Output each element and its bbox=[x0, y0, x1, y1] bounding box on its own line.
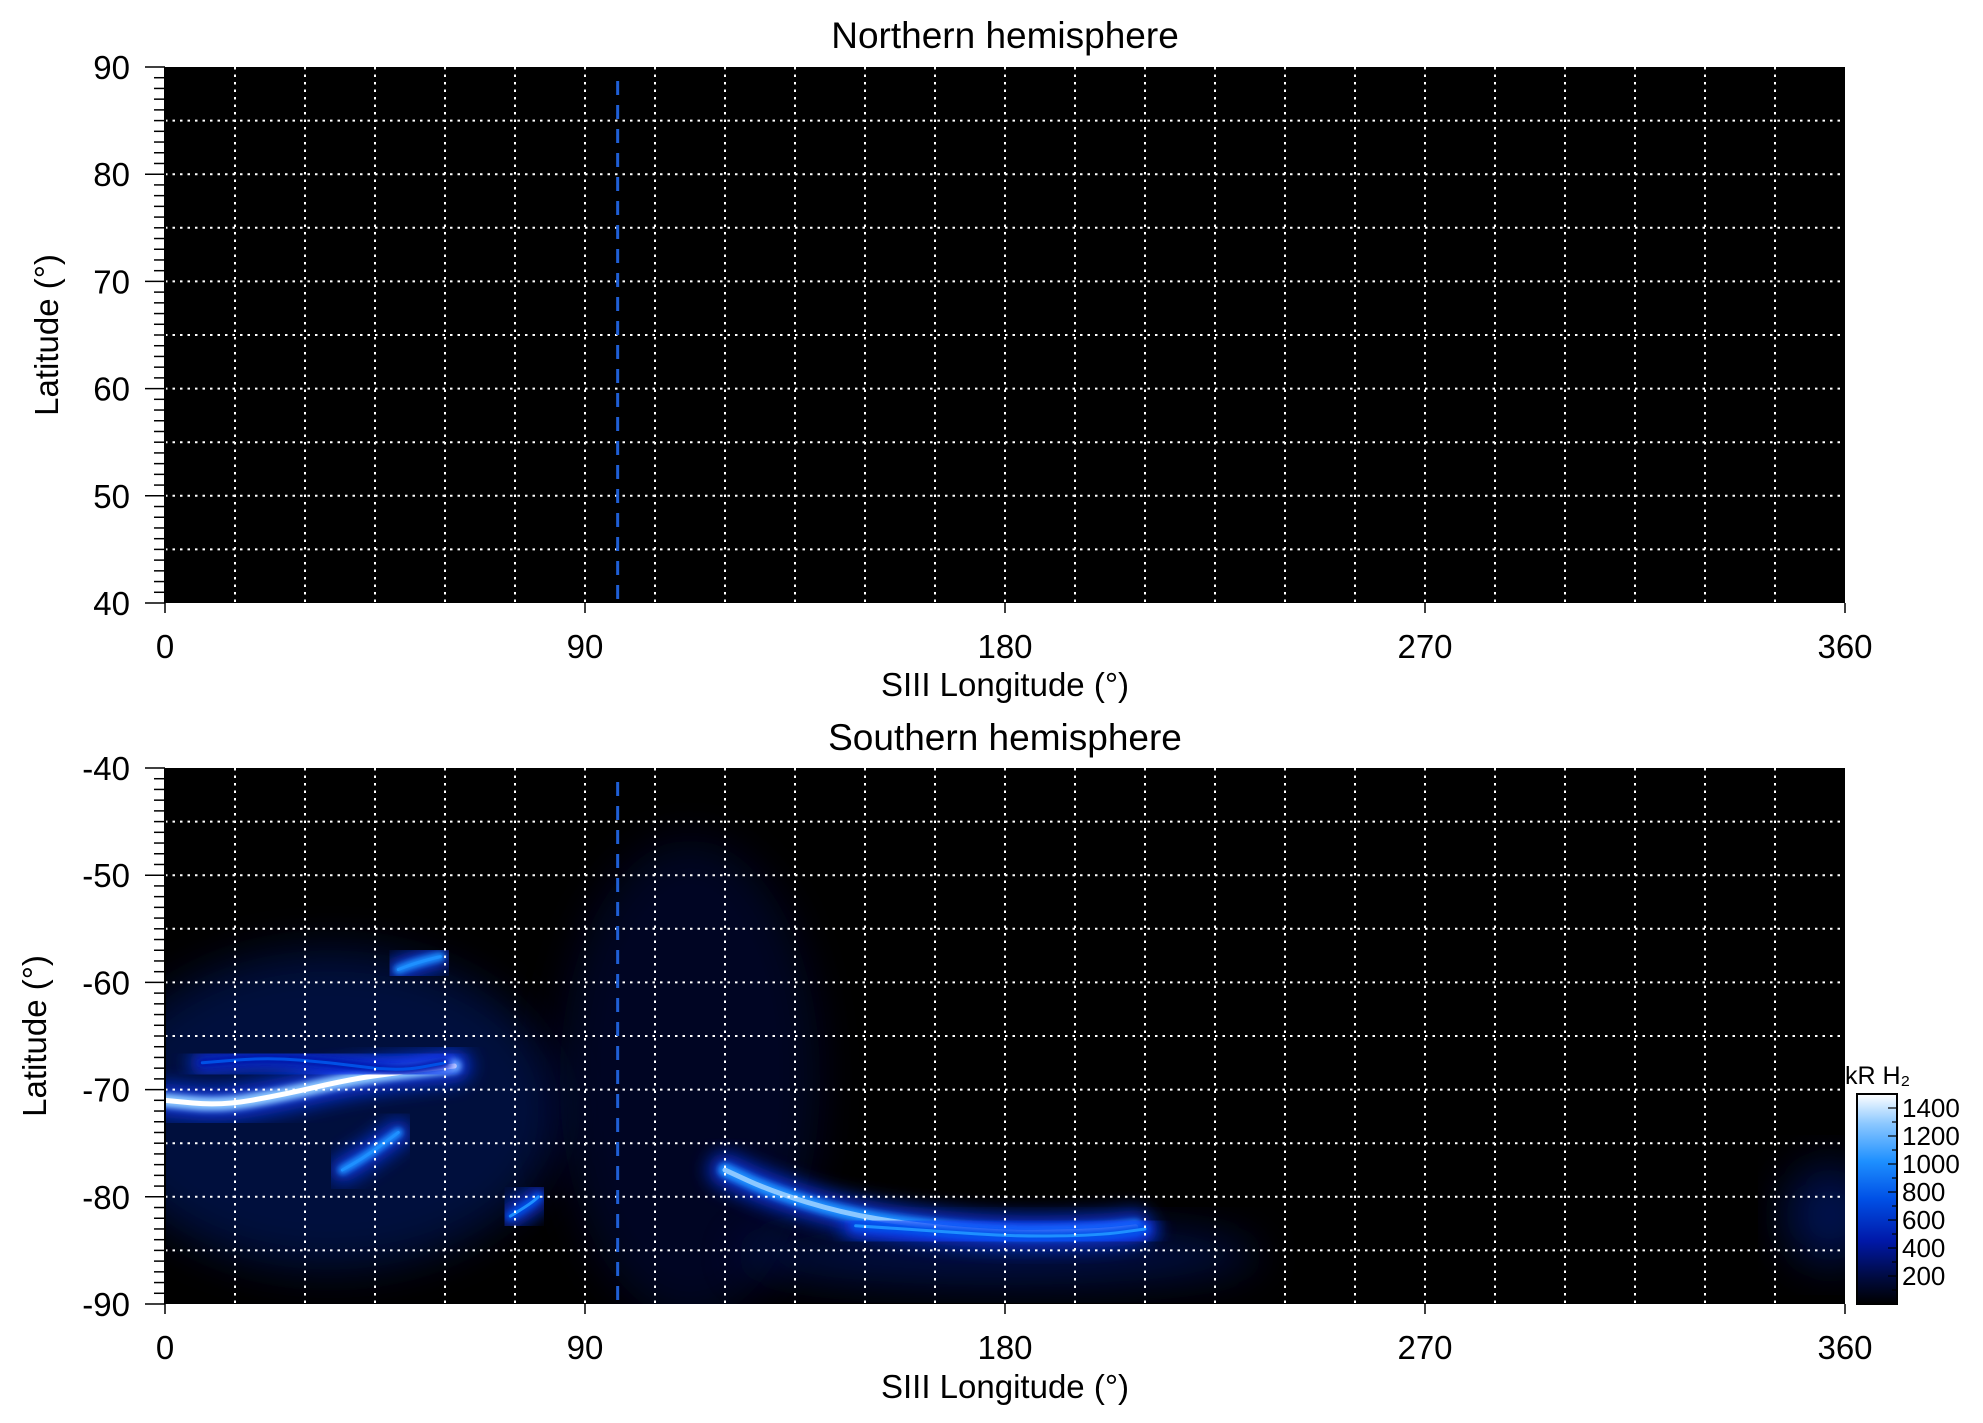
colorbar-tick-label: 200 bbox=[1902, 1261, 1945, 1291]
x-tick-label: 90 bbox=[567, 1329, 604, 1366]
colorbar-label: kR H₂ bbox=[1845, 1062, 1910, 1090]
emission-core bbox=[200, 1057, 447, 1071]
x-tick-label: 90 bbox=[567, 628, 604, 665]
y-tick-label: -80 bbox=[82, 1179, 130, 1216]
x-tick-label: 180 bbox=[977, 1329, 1032, 1366]
panel-title: Southern hemisphere bbox=[828, 717, 1182, 758]
y-tick-label: -40 bbox=[82, 750, 130, 787]
x-axis: 0 90 180 270 360 bbox=[156, 603, 1873, 665]
grid bbox=[165, 67, 1845, 603]
colorbar-tick-label: 600 bbox=[1902, 1205, 1945, 1235]
diffuse-emission bbox=[165, 950, 560, 1270]
colorbar-tick-label: 400 bbox=[1902, 1233, 1945, 1263]
y-tick-label: -70 bbox=[82, 1072, 130, 1109]
emission-layer bbox=[165, 840, 1845, 1304]
x-axis-label: SIII Longitude (°) bbox=[881, 1368, 1129, 1405]
y-tick-label: 60 bbox=[93, 371, 130, 408]
colorbar-tick-label: 1400 bbox=[1902, 1093, 1960, 1123]
y-tick-label: -60 bbox=[82, 964, 130, 1001]
panel-northern-hemisphere: Northern hemisphere 90 80 70 60 50 40 0 90 180 2… bbox=[28, 15, 1873, 703]
panel-southern-hemisphere: Southern hemisphere -40 -50 -60 -70 -80 -90 0… bbox=[16, 717, 1960, 1405]
colorbar-tick-label: 1000 bbox=[1902, 1149, 1960, 1179]
x-axis-label: SIII Longitude (°) bbox=[881, 666, 1129, 703]
panel-title: Northern hemisphere bbox=[831, 15, 1179, 56]
x-tick-label: 0 bbox=[156, 1329, 174, 1366]
x-tick-label: 180 bbox=[977, 628, 1032, 665]
y-tick-label: 90 bbox=[93, 49, 130, 86]
x-tick-label: 360 bbox=[1817, 628, 1872, 665]
x-tick-label: 270 bbox=[1397, 1329, 1452, 1366]
y-axis: 90 80 70 60 50 40 bbox=[93, 49, 166, 622]
emission-features bbox=[165, 943, 1158, 1250]
y-tick-label: 50 bbox=[93, 478, 130, 515]
y-axis: -40 -50 -60 -70 -80 -90 bbox=[82, 750, 166, 1323]
emission-core bbox=[508, 1195, 540, 1218]
colorbar-gradient bbox=[1856, 1093, 1898, 1305]
y-axis-label: Latitude (°) bbox=[16, 955, 53, 1117]
y-axis-label: Latitude (°) bbox=[28, 254, 65, 416]
diffuse-emission bbox=[1785, 1165, 1845, 1265]
emission-core bbox=[854, 1224, 1147, 1238]
emission-core bbox=[340, 1130, 400, 1172]
colorbar-tick-label: 800 bbox=[1902, 1177, 1945, 1207]
y-tick-label: 40 bbox=[93, 585, 130, 622]
x-axis: 0 90 180 270 360 bbox=[156, 1304, 1873, 1366]
y-tick-label: -90 bbox=[82, 1286, 130, 1323]
y-tick-label: 80 bbox=[93, 156, 130, 193]
emission-core bbox=[396, 955, 442, 972]
grid bbox=[165, 768, 1845, 1304]
x-tick-label: 270 bbox=[1397, 628, 1452, 665]
colorbar-tick-label: 1200 bbox=[1902, 1121, 1960, 1151]
x-tick-label: 360 bbox=[1817, 1329, 1872, 1366]
x-tick-label: 0 bbox=[156, 628, 174, 665]
y-tick-label: 70 bbox=[93, 263, 130, 300]
y-tick-label: -50 bbox=[82, 857, 130, 894]
